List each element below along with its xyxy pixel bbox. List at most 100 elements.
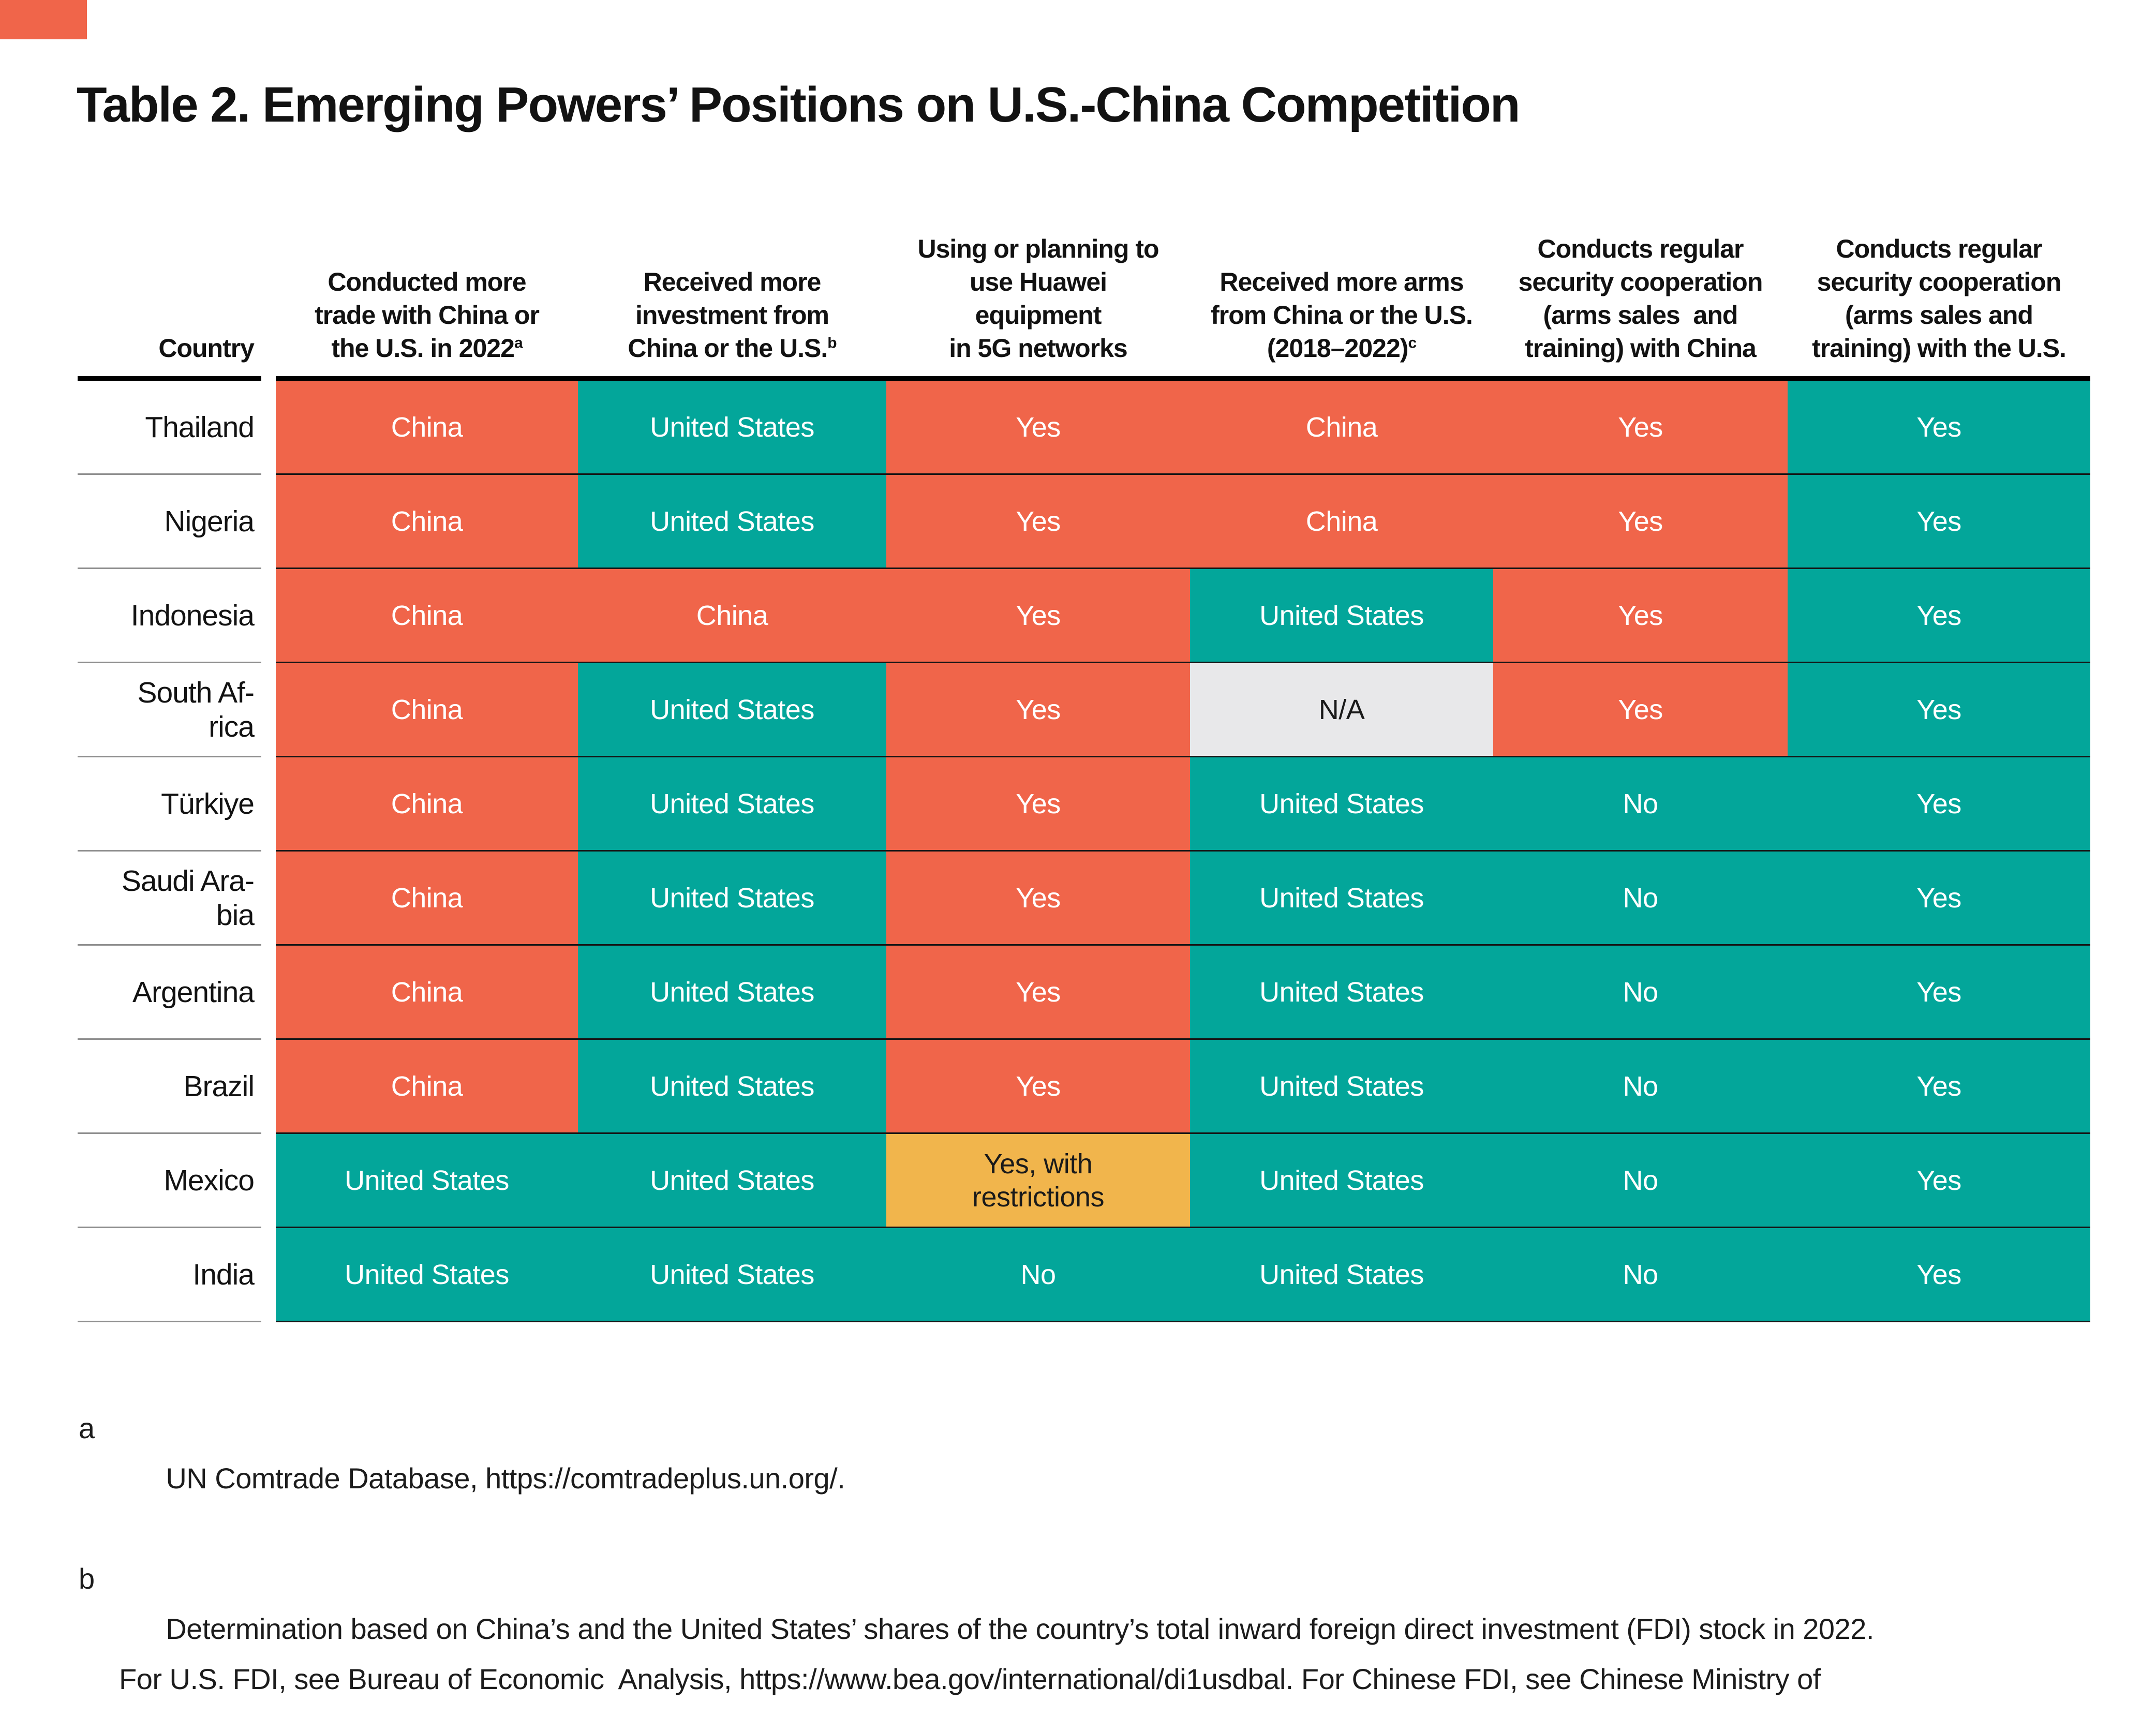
- table-cell: China: [1190, 381, 1493, 475]
- footnote-ref-b: b: [827, 334, 837, 352]
- table-cell: United States: [578, 757, 886, 852]
- table-cell: United States: [578, 1228, 886, 1322]
- column-gutter: [261, 1134, 276, 1228]
- data-table: Country Conducted more trade with China …: [78, 207, 2090, 1322]
- table-cell: Yes: [886, 757, 1190, 852]
- country-label: South Af- rica: [78, 663, 261, 757]
- corner-mark: [0, 0, 87, 39]
- country-label: India: [78, 1228, 261, 1322]
- table-cell: United States: [578, 663, 886, 757]
- column-header-label: Country: [158, 334, 255, 363]
- table-cell: Yes: [886, 381, 1190, 475]
- table-cell: United States: [1190, 569, 1493, 663]
- table-cell: Yes: [1493, 381, 1788, 475]
- table-cell: United States: [1190, 757, 1493, 852]
- table-cell: Yes: [1788, 569, 2090, 663]
- table-cell: Yes: [886, 852, 1190, 946]
- table-cell: Yes: [1788, 663, 2090, 757]
- footnote: a UN Comtrade Database, https://comtradep…: [78, 1403, 2101, 1554]
- table-cell: Yes: [1788, 946, 2090, 1040]
- country-label: Türkiye: [78, 757, 261, 852]
- table-cell: Yes: [1788, 1134, 2090, 1228]
- column-gutter: [261, 1228, 276, 1322]
- column-gutter: [261, 475, 276, 569]
- footnotes: a UN Comtrade Database, https://comtradep…: [78, 1403, 2101, 1717]
- country-label: Brazil: [78, 1040, 261, 1134]
- table-cell: Yes, with restrictions: [886, 1134, 1190, 1228]
- table-cell: United States: [578, 946, 886, 1040]
- table-cell: Yes: [886, 946, 1190, 1040]
- country-label: Nigeria: [78, 475, 261, 569]
- table-cell: No: [1493, 946, 1788, 1040]
- table-cell: N/A: [1190, 663, 1493, 757]
- country-label: Argentina: [78, 946, 261, 1040]
- column-header-label: Conducted more trade with China or the U…: [315, 267, 540, 363]
- column-header-label: Received more arms from China or the U.S…: [1211, 267, 1473, 363]
- country-label: Thailand: [78, 381, 261, 475]
- column-gutter: [261, 757, 276, 852]
- table-cell: China: [276, 475, 578, 569]
- page-title: Table 2. Emerging Powers’ Positions on U…: [77, 77, 1521, 132]
- table-cell: United States: [578, 381, 886, 475]
- table-cell: United States: [1190, 1040, 1493, 1134]
- table-cell: Yes: [886, 569, 1190, 663]
- table-cell: No: [1493, 1228, 1788, 1322]
- column-header-security-china: Conducts regular security cooperation (a…: [1493, 207, 1788, 381]
- column-header-label: Received more investment from China or t…: [628, 267, 837, 363]
- column-header-label: Conducts regular security cooperation (a…: [1812, 234, 2066, 363]
- table-cell: No: [1493, 1040, 1788, 1134]
- table-cell: No: [1493, 757, 1788, 852]
- table-cell: No: [1493, 1134, 1788, 1228]
- country-label: Mexico: [78, 1134, 261, 1228]
- table-cell: China: [276, 663, 578, 757]
- column-header-label: Conducts regular security cooperation (a…: [1518, 234, 1763, 363]
- column-gutter: [261, 381, 276, 475]
- table-cell: China: [276, 757, 578, 852]
- table-cell: China: [1190, 475, 1493, 569]
- table-cell: China: [276, 946, 578, 1040]
- column-gutter: [261, 663, 276, 757]
- table-cell: Yes: [886, 663, 1190, 757]
- column-gutter: [261, 207, 276, 381]
- table-cell: Yes: [1788, 381, 2090, 475]
- table-cell: United States: [276, 1228, 578, 1322]
- table-cell: United States: [1190, 946, 1493, 1040]
- column-header-trade: Conducted more trade with China or the U…: [276, 207, 578, 381]
- table-cell: China: [276, 1040, 578, 1134]
- footnote-text: Determination based on China’s and the U…: [119, 1613, 1874, 1717]
- footnote-ref-a: a: [514, 334, 523, 352]
- table-cell: Yes: [1493, 475, 1788, 569]
- column-header-investment: Received more investment from China or t…: [578, 207, 886, 381]
- column-gutter: [261, 852, 276, 946]
- table-cell: China: [578, 569, 886, 663]
- table-cell: United States: [276, 1134, 578, 1228]
- table-cell: China: [276, 381, 578, 475]
- column-gutter: [261, 1040, 276, 1134]
- table-cell: Yes: [1788, 757, 2090, 852]
- country-label: Saudi Ara- bia: [78, 852, 261, 946]
- column-header-label: Using or planning to use Huawei equipmen…: [917, 234, 1159, 363]
- table-cell: China: [276, 569, 578, 663]
- footnote-marker: a: [79, 1412, 95, 1444]
- table-cell: United States: [578, 852, 886, 946]
- table-cell: United States: [1190, 1228, 1493, 1322]
- table-cell: Yes: [1788, 852, 2090, 946]
- column-header-arms: Received more arms from China or the U.S…: [1190, 207, 1493, 381]
- column-gutter: [261, 946, 276, 1040]
- table-cell: Yes: [1493, 569, 1788, 663]
- column-header-security-us: Conducts regular security cooperation (a…: [1788, 207, 2090, 381]
- table-cell: United States: [1190, 1134, 1493, 1228]
- table-cell: Yes: [886, 1040, 1190, 1134]
- footnote-text: UN Comtrade Database, https://comtradepl…: [166, 1462, 845, 1495]
- footnote-marker: b: [79, 1562, 95, 1595]
- table-cell: United States: [1190, 852, 1493, 946]
- column-header-huawei: Using or planning to use Huawei equipmen…: [886, 207, 1190, 381]
- table-cell: No: [1493, 852, 1788, 946]
- table-cell: Yes: [1493, 663, 1788, 757]
- table-cell: No: [886, 1228, 1190, 1322]
- footnote: b Determination based on China’s and the …: [78, 1554, 2101, 1717]
- table-cell: United States: [578, 1134, 886, 1228]
- column-header-country: Country: [78, 207, 261, 381]
- table-cell: United States: [578, 475, 886, 569]
